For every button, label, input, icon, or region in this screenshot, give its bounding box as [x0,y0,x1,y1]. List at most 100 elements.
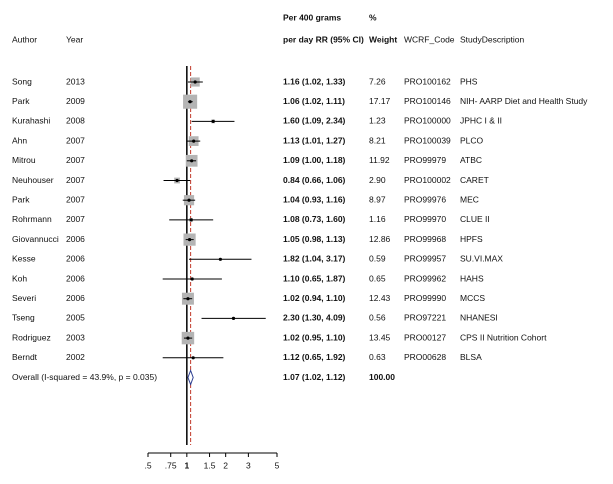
x-tick-label: 1.5 [204,460,216,470]
point-estimate [187,198,191,202]
year: 2007 [66,135,85,145]
description: NHANESI [460,313,498,323]
header-note: Per 400 grams [283,12,341,22]
rr-ci: 1.02 (0.95, 1.10) [283,332,346,342]
rr-ci: 0.84 (0.66, 1.06) [283,175,346,185]
code: PRO99962 [404,273,446,283]
author: Kurahashi [12,116,50,126]
author: Kesse [12,254,36,264]
code: PRO99968 [404,234,446,244]
x-tick-label: 5 [275,460,280,470]
description: ATBC [460,155,482,165]
weight: 2.90 [369,175,386,185]
year: 2007 [66,175,85,185]
weight: 8.97 [369,194,386,204]
description: PLCO [460,135,484,145]
point-estimate [187,238,192,242]
author: Song [12,76,32,86]
description: PHS [460,76,478,86]
year: 2007 [66,214,85,224]
year: 2003 [66,332,85,342]
overall-diamond [187,369,194,386]
code: PRO100000 [404,116,451,126]
author: Koh [12,273,27,283]
rr-ci: 1.05 (0.98, 1.13) [283,234,346,244]
author: Tseng [12,313,35,323]
author: Park [12,96,30,106]
code: PRO97221 [404,313,446,323]
rr-ci: 1.08 (0.73, 1.60) [283,214,346,224]
description: MCCS [460,293,485,303]
rr-ci: 1.12 (0.65, 1.92) [283,352,346,362]
weight: 12.43 [369,293,391,303]
description: HAHS [460,273,484,283]
author: Park [12,194,30,204]
author: Berndt [12,352,38,362]
weight: 12.86 [369,234,391,244]
year: 2009 [66,96,85,106]
header-note: % [369,12,377,22]
description: CPS II Nutrition Cohort [460,332,547,342]
column-header: Year [66,34,83,44]
point-estimate [231,316,236,320]
year: 2013 [66,76,85,86]
author: Ahn [12,135,27,145]
author: Neuhouser [12,175,54,185]
weight: 13.45 [369,332,391,342]
column-header: WCRF_Code [404,34,455,44]
code: PRO99979 [404,155,446,165]
year: 2006 [66,293,85,303]
weight: 7.26 [369,76,386,86]
x-tick-label: 3 [246,460,251,470]
year: 2007 [66,194,85,204]
code: PRO99970 [404,214,446,224]
code: PRO100146 [404,96,451,106]
description: CLUE II [460,214,490,224]
year: 2002 [66,352,85,362]
weight: 1.23 [369,116,386,126]
code: PRO99990 [404,293,446,303]
code: PRO99976 [404,194,446,204]
point-estimate [191,356,195,360]
point-estimate [186,297,190,301]
rr-ci: 1.06 (1.02, 1.11) [283,96,345,106]
code: PRO100002 [404,175,451,185]
rr-ci: 1.02 (0.94, 1.10) [283,293,346,303]
column-header: Author [12,34,37,44]
weight: 0.59 [369,254,386,264]
year: 2008 [66,116,85,126]
author: Giovannucci [12,234,59,244]
weight: 0.65 [369,273,386,283]
year: 2006 [66,254,85,264]
code: PRO00628 [404,352,446,362]
code: PRO100162 [404,76,451,86]
x-tick-label: 2 [223,460,228,470]
rr-ci: 1.04 (0.93, 1.16) [283,194,346,204]
overall-rr-ci: 1.07 (1.02, 1.12) [283,372,346,382]
weight: 8.21 [369,135,386,145]
overall-weight: 100.00 [369,372,395,382]
description: CARET [460,175,489,185]
code: PRO99957 [404,254,446,264]
point-estimate [211,119,215,123]
weight: 0.63 [369,352,386,362]
column-header: Weight [369,34,397,44]
rr-ci: 1.10 (0.65, 1.87) [283,273,346,283]
x-tick-label: .5 [144,460,151,470]
point-estimate [186,336,190,340]
code: PRO00127 [404,332,446,342]
year: 2006 [66,234,85,244]
point-estimate [189,218,193,222]
author: Severi [12,293,36,303]
code: PRO100039 [404,135,451,145]
author: Rohrmann [12,214,52,224]
overall-label: Overall (I-squared = 43.9%, p = 0.035) [12,372,157,382]
x-tick-label: .75 [165,460,177,470]
description: HPFS [460,234,483,244]
description: JPHC I & II [460,116,502,126]
point-estimate [193,80,197,84]
point-estimate [175,178,179,183]
point-estimate [218,257,222,261]
column-header: per day RR (95% CI) [283,34,364,44]
